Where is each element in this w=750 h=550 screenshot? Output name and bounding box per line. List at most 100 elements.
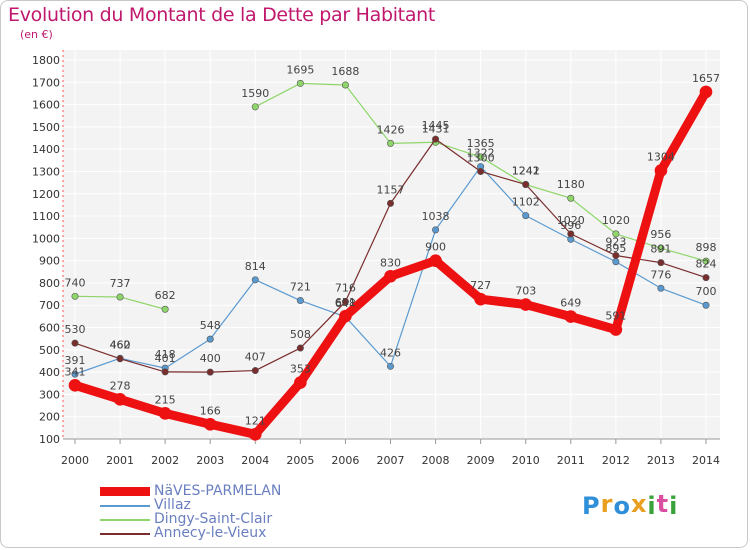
x-tick-label: 2002	[151, 454, 179, 467]
data-point	[384, 269, 397, 283]
data-label: 1102	[512, 196, 540, 209]
data-point	[657, 259, 665, 267]
data-point	[474, 292, 487, 306]
data-label: 740	[65, 276, 86, 289]
data-label: 649	[560, 297, 581, 310]
data-point	[71, 292, 79, 300]
x-tick-label: 2001	[106, 454, 134, 467]
y-tick-label: 500	[39, 344, 60, 357]
data-point	[251, 367, 259, 375]
data-label: 956	[650, 228, 671, 241]
data-label: 895	[605, 242, 626, 255]
y-tick-label: 800	[39, 277, 60, 290]
legend-swatch	[100, 533, 150, 535]
y-tick-label: 200	[39, 411, 60, 424]
legend-swatch	[100, 505, 150, 507]
data-point	[702, 257, 710, 265]
y-tick-label: 1300	[32, 165, 60, 178]
data-label: 1657	[692, 72, 720, 85]
data-point	[339, 309, 352, 323]
data-label: 401	[155, 352, 176, 365]
data-label: 1020	[602, 214, 630, 227]
proxiti-logo: Proxiti	[582, 490, 679, 520]
data-label: 353	[290, 363, 311, 376]
data-label: 721	[290, 281, 311, 294]
x-tick-label: 2000	[61, 454, 89, 467]
data-point	[206, 368, 214, 376]
data-point	[251, 276, 259, 284]
data-label: 1322	[467, 147, 495, 160]
y-tick-label: 1100	[32, 210, 60, 223]
data-label: 1304	[647, 151, 675, 164]
data-point	[702, 301, 710, 309]
y-tick-label: 600	[39, 322, 60, 335]
x-tick-label: 2014	[692, 454, 720, 467]
data-point	[251, 103, 259, 111]
data-label: 1426	[377, 123, 405, 136]
data-point	[341, 81, 349, 89]
data-label: 166	[200, 404, 221, 417]
data-point	[522, 180, 530, 188]
data-point	[248, 428, 262, 441]
data-point	[612, 258, 620, 266]
data-label: 776	[650, 268, 671, 281]
data-point	[296, 344, 304, 352]
data-label: 418	[155, 348, 176, 361]
data-label: 426	[380, 346, 401, 359]
data-point	[161, 305, 169, 313]
chart-title: Evolution du Montant de la Dette par Hab…	[8, 4, 436, 26]
data-point	[68, 378, 82, 392]
y-tick-label: 1000	[32, 232, 60, 245]
data-point	[296, 297, 304, 305]
data-label: 1180	[557, 178, 585, 191]
data-label: 1242	[512, 164, 540, 177]
data-label: 278	[110, 379, 131, 392]
data-label: 508	[290, 328, 311, 341]
data-point	[567, 194, 575, 202]
y-tick-label: 1700	[32, 76, 60, 89]
plot-background	[63, 50, 720, 439]
data-label: 591	[605, 310, 626, 323]
data-label: 814	[245, 260, 266, 273]
data-point	[477, 167, 485, 175]
data-label: 407	[245, 351, 266, 364]
data-point	[341, 298, 349, 306]
data-point	[116, 293, 124, 301]
data-point	[657, 244, 665, 252]
data-label: 530	[65, 323, 86, 336]
data-point	[612, 252, 620, 260]
data-point	[657, 284, 665, 292]
y-tick-label: 700	[39, 299, 60, 312]
data-label: 703	[515, 285, 536, 298]
data-label: 891	[650, 243, 671, 256]
data-point	[113, 393, 127, 406]
legend-label: NäVES-PARMELAN	[154, 483, 282, 499]
data-label: 1590	[241, 87, 269, 100]
data-label: 1038	[422, 210, 450, 223]
data-label: 682	[155, 289, 176, 302]
data-label: 462	[110, 338, 131, 351]
data-label: 1020	[557, 214, 585, 227]
data-point	[612, 230, 620, 238]
data-label: 830	[380, 256, 401, 269]
data-point	[702, 274, 710, 282]
data-point	[519, 298, 533, 311]
legend-label: Annecy-le-Vieux	[154, 525, 267, 541]
data-label: 548	[200, 319, 221, 332]
legend-label: Villaz	[154, 497, 191, 513]
chart-subtitle: (en €)	[20, 28, 53, 41]
data-point	[699, 85, 713, 99]
data-point	[386, 139, 394, 147]
y-tick-label: 1800	[32, 54, 60, 67]
data-point	[477, 153, 485, 161]
data-label: 1365	[467, 137, 495, 150]
data-label: 727	[470, 279, 491, 292]
y-tick-label: 1200	[32, 188, 60, 201]
data-label: 716	[335, 282, 356, 295]
data-point	[158, 407, 172, 420]
x-tick-label: 2003	[196, 454, 224, 467]
data-point	[206, 335, 214, 343]
data-label: 923	[605, 236, 626, 249]
